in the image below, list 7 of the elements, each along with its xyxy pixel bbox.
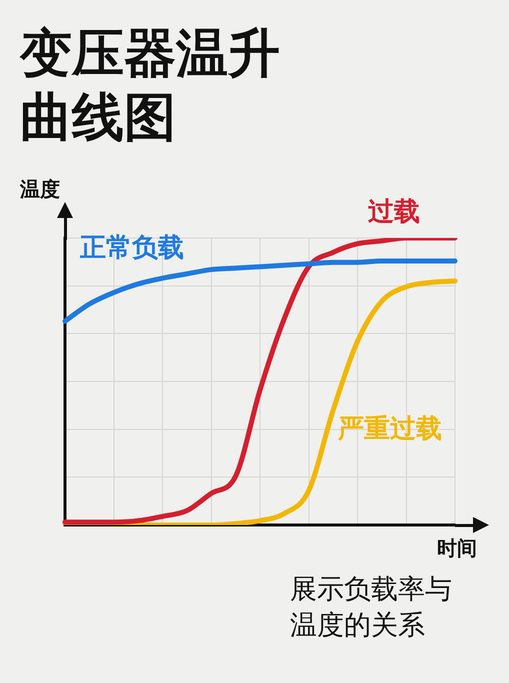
chart-title: 变压器温升曲线图	[20, 23, 281, 150]
text: 展示负载率与温度的关系	[290, 573, 453, 643]
y-axis-title: 温度	[20, 176, 60, 203]
x-axis-title: 时间	[437, 535, 477, 562]
series-label: 严重过载	[337, 414, 442, 444]
series-label: 过载	[367, 196, 420, 227]
series-label: 正常负载	[79, 232, 184, 263]
